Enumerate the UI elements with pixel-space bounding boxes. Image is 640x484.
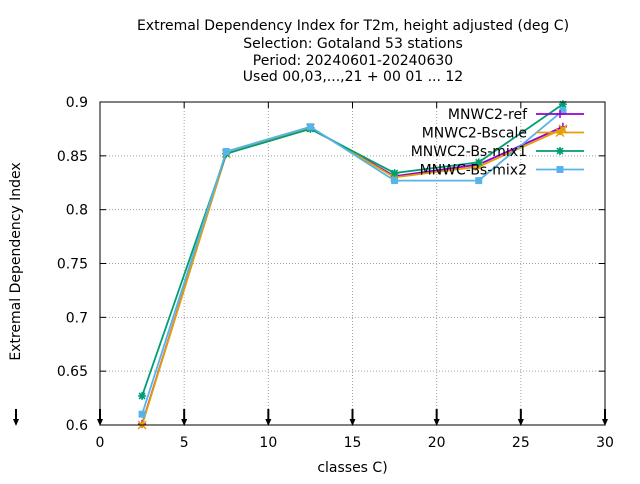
legend-entry: MNWC2-ref [448,107,584,123]
arrow-head [433,419,440,426]
x-tick-label: 5 [180,435,189,451]
legend-label: MNWC2-ref [448,107,528,123]
series-lines [137,100,568,430]
arrow-head [349,419,356,426]
down-arrow-marker [433,409,440,426]
arrow-head [97,419,103,426]
data-point [138,410,146,418]
legend-label: MNWC2-Bs-mix1 [411,144,527,160]
x-axis-label: classes C) [317,460,387,476]
series-mnwc-bs-mix2 [138,107,567,418]
arrow-head [181,419,188,426]
chart-title: Extremal Dependency Index for T2m, heigh… [137,18,569,85]
y-tick-label: 0.65 [57,364,88,380]
data-point [559,107,567,115]
down-arrow-marker [602,409,608,426]
arrow-head [265,419,272,426]
y-tick-label: 0.75 [57,257,88,273]
data-point [474,158,483,167]
chart-title-line: Period: 20240601-20240630 [253,53,453,69]
arrow-head [13,419,19,426]
data-point [556,147,564,155]
y-axis-label: Extremal Dependency Index [8,162,24,360]
chart-title-line: Selection: Gotaland 53 stations [243,36,463,52]
axis-ticks: 0 5 10 15 20 25 30 0.6 0.65 0.7 0.75 0.8 0.85 0.9 [57,95,614,451]
y-tick-label: 0.85 [57,149,88,165]
x-tick-label: 25 [512,435,530,451]
series-line [141,126,564,426]
x-tick-label: 0 [96,435,105,451]
y-tick-label: 0.9 [66,95,88,111]
down-arrow-marker [349,409,356,426]
down-arrow-marker [265,409,272,426]
data-point [555,127,565,138]
x-arrow-markers [13,409,608,426]
data-point [306,123,314,131]
data-point [138,391,147,400]
data-point [390,169,399,178]
legend-entry: MNWC-Bs-mix2 [420,163,584,179]
legend: MNWC2-ref MNWC2-Bscale MNWC2-Bs-mix1 MNWC-B… [411,107,584,179]
x-tick-label: 10 [259,435,277,451]
chart-title-line: Extremal Dependency Index for T2m, heigh… [137,18,569,34]
data-point [558,100,567,109]
series-line [141,109,564,415]
data-point [556,110,564,118]
x-tick-label: 20 [428,435,446,451]
legend-label: MNWC2-Bscale [422,126,527,142]
chart-title-line: Used 00,03,...,21 + 00 01 ... 12 [243,69,463,85]
down-arrow-marker [517,409,524,426]
y-tick-label: 0.8 [66,203,88,219]
down-arrow-marker [181,409,188,426]
legend-entry: MNWC2-Bs-mix1 [411,144,584,160]
data-point [391,177,399,185]
y-tick-label: 0.6 [66,418,88,434]
arrow-head [602,419,608,426]
y-tick-label: 0.7 [66,310,88,326]
data-point [556,166,564,173]
x-tick-label: 30 [596,435,614,451]
down-arrow-marker [13,409,19,426]
data-point [222,148,230,156]
grid [100,102,605,425]
data-point [475,177,483,185]
legend-entry: MNWC2-Bscale [422,126,584,142]
x-tick-label: 15 [344,435,362,451]
legend-label: MNWC-Bs-mix2 [420,163,527,179]
down-arrow-marker [97,409,103,426]
arrow-head [517,419,524,426]
